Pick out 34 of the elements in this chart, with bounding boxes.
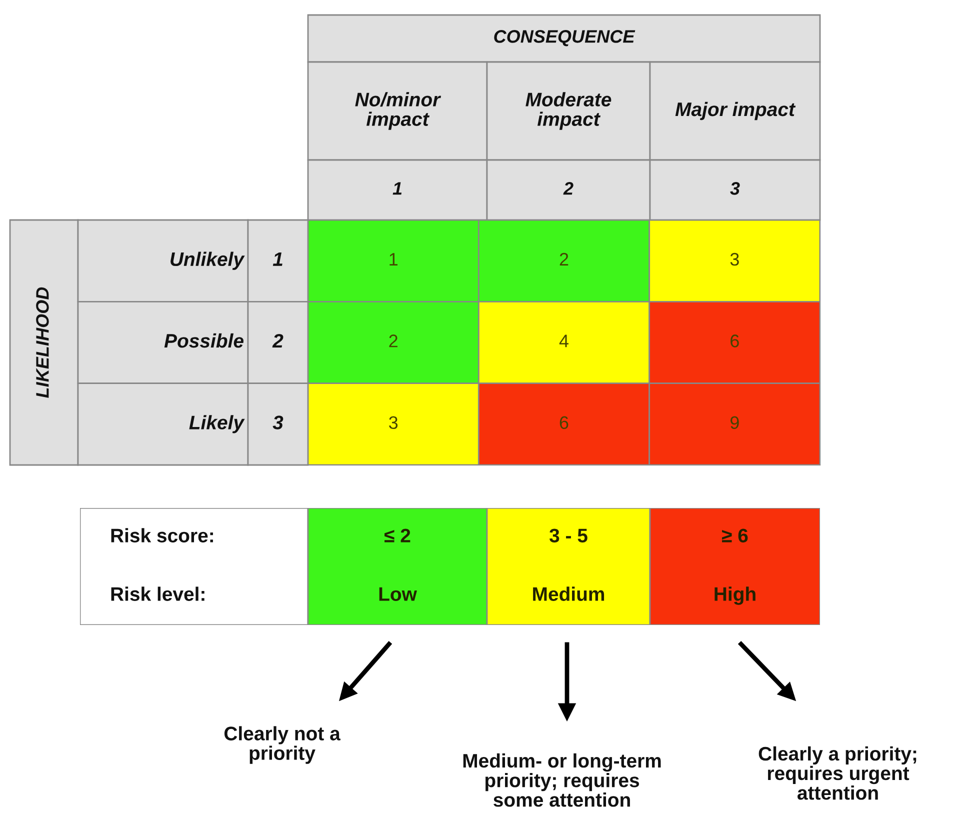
y-tick-label: Likely [189, 415, 245, 434]
x-tick-label: No/minor impact [355, 92, 442, 130]
y2-tick-label: 2 [272, 334, 284, 348]
data-label: 2 [389, 334, 398, 348]
y2-tick-label: 1 [272, 252, 282, 266]
data-label: 3 [730, 252, 739, 266]
text: ≤ 2 [384, 528, 410, 542]
x-tick-label: Moderate impact [526, 92, 612, 130]
text: 1 [392, 182, 402, 195]
text: 3 [730, 182, 740, 195]
data-label: 9 [730, 416, 739, 430]
text: Medium [533, 586, 604, 601]
x-axis-title: CONSEQUENCE [494, 30, 636, 46]
text: Medium- or long-term priority; requires some attention [463, 753, 661, 807]
category-label: Risk score: [111, 528, 213, 542]
y-axis-title: LIKELIHOOD [36, 287, 49, 398]
text: ≥ 6 [722, 528, 748, 542]
category-label: Risk level: [111, 586, 204, 601]
text: Low [379, 587, 417, 601]
x-tick-label: Major impact [675, 102, 796, 120]
data-label: 1 [390, 253, 398, 266]
y2-tick-label: 3 [272, 416, 284, 430]
data-label: 2 [560, 252, 568, 266]
text: Clearly not a priority [224, 726, 340, 764]
y-tick-label: Possible [164, 333, 244, 348]
text: 2 [563, 182, 574, 195]
text: 3 - 5 [549, 528, 588, 542]
data-label: 6 [560, 416, 568, 430]
data-label: 3 [389, 416, 398, 430]
data-label: 4 [559, 334, 568, 348]
text: High [714, 586, 756, 605]
data-label: 6 [730, 334, 739, 348]
text: Clearly a priority; requires urgent attention [758, 746, 916, 800]
y-tick-label: Unlikely [170, 252, 245, 270]
